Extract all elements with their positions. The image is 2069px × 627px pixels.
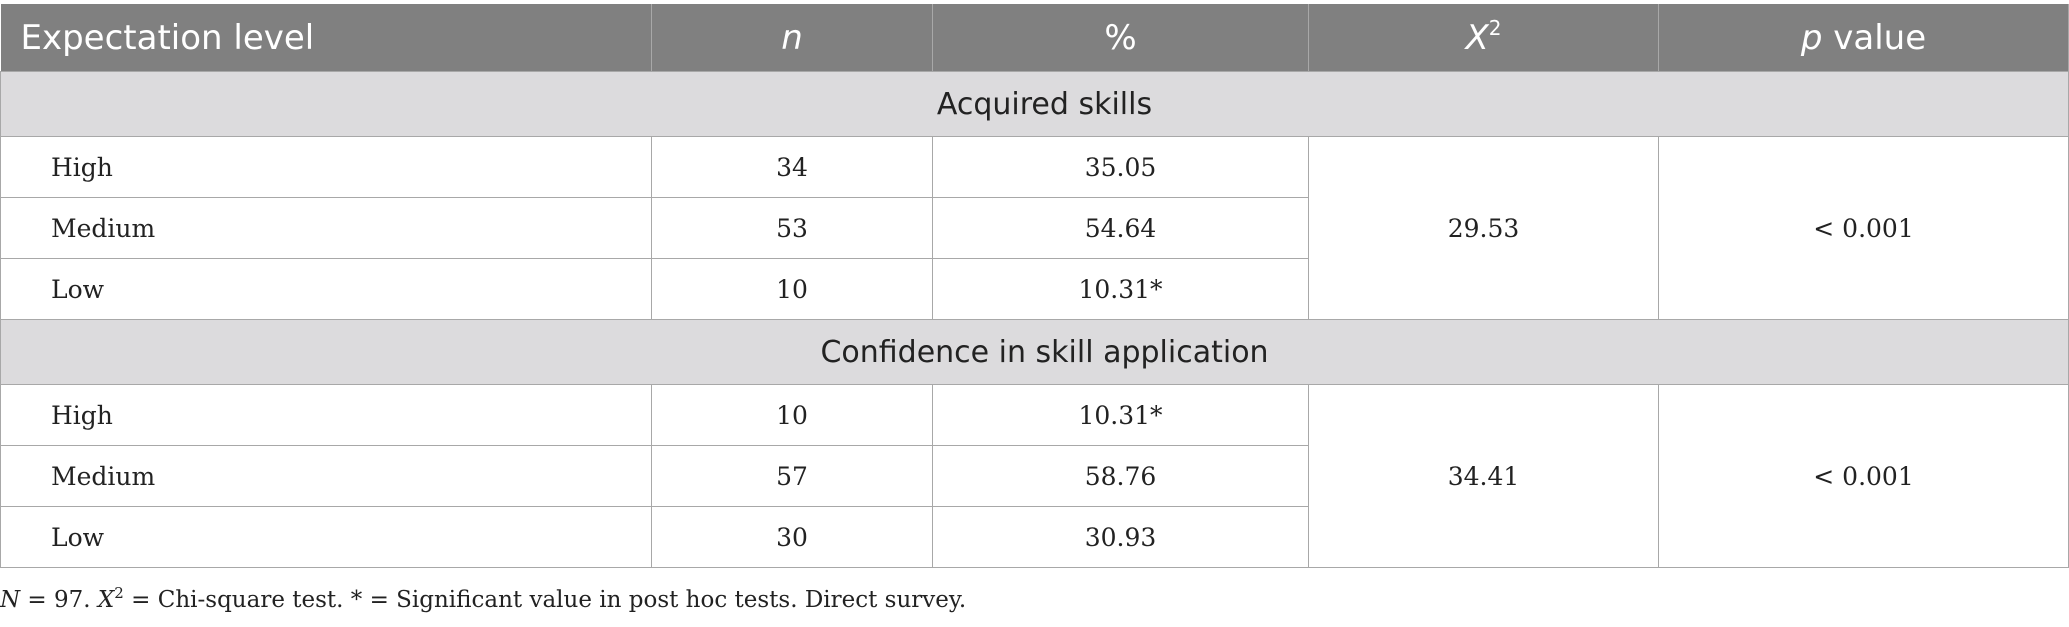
- level-cell: Medium: [0, 197, 652, 259]
- header-expectation-level: Expectation level: [0, 4, 652, 72]
- table-row: High 10 10.31* 34.41 < 0.001: [0, 384, 2069, 568]
- footnote-n-label: N: [0, 587, 21, 613]
- percent-cell: 30.93: [932, 506, 1309, 568]
- level-cell: Medium: [0, 445, 652, 507]
- footnote-rest: = Chi-square test. * = Significant value…: [123, 587, 967, 613]
- n-cell: 57: [651, 445, 933, 507]
- level-cell: High: [0, 384, 652, 446]
- level-cell: Low: [0, 258, 652, 320]
- footnote-x-sup: 2: [114, 584, 124, 602]
- n-cell: 30: [651, 506, 933, 568]
- p-value-cell: < 0.001: [1658, 136, 2069, 320]
- header-p-value: p value: [1658, 4, 2069, 72]
- n-cell: 10: [651, 384, 933, 446]
- section-title: Confidence in skill application: [0, 319, 2069, 385]
- n-cell: 34: [651, 136, 933, 198]
- header-p-rest: value: [1822, 17, 1927, 58]
- section-row-acquired-skills: Acquired skills: [0, 71, 2069, 137]
- table-container: Expectation level n % X2 p value Acquire…: [0, 4, 2069, 568]
- chi-square-cell: 29.53: [1308, 136, 1659, 320]
- percent-cell: 54.64: [932, 197, 1309, 259]
- level-cell: High: [0, 136, 652, 198]
- footnote-n-rest: = 97.: [20, 587, 98, 613]
- table-footnote: N = 97. X2 = Chi-square test. * = Signif…: [0, 584, 967, 614]
- header-chi-square-sup: 2: [1488, 15, 1502, 40]
- p-value-cell: < 0.001: [1658, 384, 2069, 568]
- level-cell: Low: [0, 506, 652, 568]
- table-row: Low 30 30.93: [0, 506, 2069, 568]
- section-title: Acquired skills: [0, 71, 2069, 137]
- n-cell: 53: [651, 197, 933, 259]
- header-n: n: [651, 4, 933, 72]
- header-percent: %: [932, 4, 1309, 72]
- header-p-italic: p: [1800, 17, 1823, 58]
- header-chi-square-base: X: [1465, 17, 1489, 58]
- chi-square-cell: 34.41: [1308, 384, 1659, 568]
- header-row: Expectation level n % X2 p value: [0, 4, 2069, 72]
- percent-cell: 58.76: [932, 445, 1309, 507]
- results-table: Expectation level n % X2 p value Acquire…: [0, 4, 2069, 568]
- table-row: High 34 35.05 29.53 < 0.001: [0, 136, 2069, 320]
- section-row-confidence: Confidence in skill application: [0, 319, 2069, 385]
- percent-cell: 10.31*: [932, 258, 1309, 320]
- percent-cell: 10.31*: [932, 384, 1309, 446]
- table-row: Medium 53 54.64: [0, 197, 2069, 259]
- percent-cell: 35.05: [932, 136, 1309, 198]
- header-chi-square: X2: [1308, 4, 1659, 72]
- n-cell: 10: [651, 258, 933, 320]
- footnote-x-label: X: [97, 587, 115, 613]
